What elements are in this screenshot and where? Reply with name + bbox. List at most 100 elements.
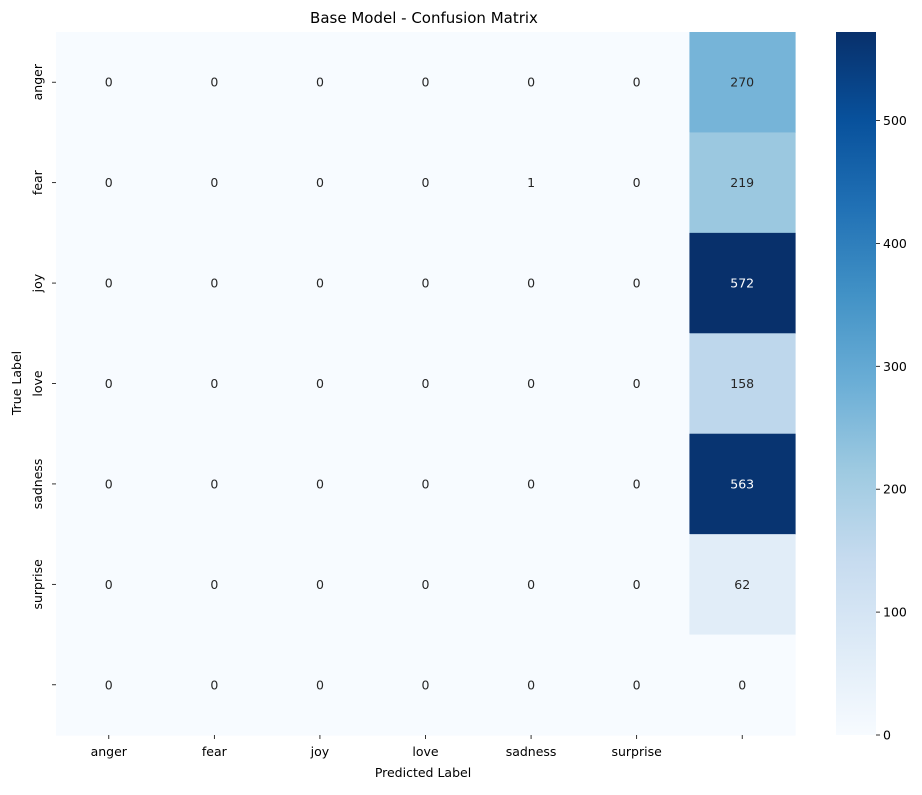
cell-value-label: 0 xyxy=(527,376,535,391)
heatmap-cell xyxy=(689,333,796,435)
cell-value-label: 1 xyxy=(527,175,535,190)
cell-value-label: 572 xyxy=(730,276,754,291)
cell-value-label: 0 xyxy=(527,476,535,491)
x-tick-label: love xyxy=(412,744,439,759)
heatmap-cell xyxy=(267,534,374,636)
heatmap-cell xyxy=(478,634,585,736)
cell-value-label: 0 xyxy=(633,476,641,491)
heatmap-cell xyxy=(161,132,268,234)
heatmap-cell xyxy=(689,534,796,636)
heatmap-cell-labels: 0 0 0 0 0 0 270 0 0 0 0 1 0 219 0 0 0 0 0 0 572 0 0 0 0 0 0 158 0 0 0 0… xyxy=(105,75,754,693)
colorbar-tick-label: 200 xyxy=(883,482,907,497)
y-tick-label: joy xyxy=(30,273,45,293)
cell-value-label: 0 xyxy=(633,175,641,190)
heatmap-cell xyxy=(478,132,585,234)
colorbar-tick-label: 100 xyxy=(883,605,907,620)
heatmap-cell xyxy=(161,232,268,334)
cell-value-label: 0 xyxy=(210,476,218,491)
cell-value-label: 219 xyxy=(730,175,754,190)
cell-value-label: 0 xyxy=(210,677,218,692)
x-tick-label: surprise xyxy=(611,744,662,759)
cell-value-label: 0 xyxy=(316,376,324,391)
cell-value-label: 0 xyxy=(210,376,218,391)
cell-value-label: 0 xyxy=(105,677,113,692)
heatmap-cell xyxy=(583,232,691,334)
cell-value-label: 0 xyxy=(527,577,535,592)
y-tick-label: love xyxy=(30,370,45,397)
heatmap-cell xyxy=(56,333,163,435)
heatmap-cell xyxy=(267,634,374,736)
y-tick-label: fear xyxy=(30,169,45,195)
cell-value-label: 0 xyxy=(527,276,535,291)
heatmap-cell xyxy=(267,232,374,334)
heatmap-cell xyxy=(56,433,163,535)
chart-title: Base Model - Confusion Matrix xyxy=(310,9,538,27)
cell-value-label: 0 xyxy=(105,75,113,90)
cell-value-label: 0 xyxy=(633,75,641,90)
x-axis-label: Predicted Label xyxy=(375,765,471,780)
cell-value-label: 0 xyxy=(105,276,113,291)
heatmap-cell xyxy=(56,132,163,234)
heatmap-cell xyxy=(161,534,268,636)
cell-value-label: 0 xyxy=(210,75,218,90)
heatmap-cell xyxy=(267,433,374,535)
x-tick-label: joy xyxy=(310,744,330,759)
heatmap-cell xyxy=(372,32,479,134)
cell-value-label: 0 xyxy=(422,75,430,90)
cell-value-label: 0 xyxy=(105,476,113,491)
heatmap-cell xyxy=(478,32,585,134)
cell-value-label: 563 xyxy=(730,476,754,491)
heatmap-cell xyxy=(689,132,796,234)
cell-value-label: 0 xyxy=(422,677,430,692)
heatmap-cell xyxy=(161,634,268,736)
cell-value-label: 0 xyxy=(210,276,218,291)
colorbar-ticks: 0 100 200 300 400 500 xyxy=(876,113,907,743)
heatmap-cell xyxy=(583,333,691,435)
heatmap-cell xyxy=(372,634,479,736)
heatmap-cell xyxy=(161,32,268,134)
cell-value-label: 0 xyxy=(738,677,746,692)
heatmap-cells xyxy=(56,32,796,736)
cell-value-label: 0 xyxy=(316,476,324,491)
x-axis-ticks: anger fear joy love sadness surprise xyxy=(91,735,743,759)
heatmap-cell xyxy=(689,232,796,334)
cell-value-label: 0 xyxy=(210,577,218,592)
cell-value-label: 0 xyxy=(105,577,113,592)
cell-value-label: 0 xyxy=(105,376,113,391)
heatmap-cell xyxy=(689,634,796,736)
cell-value-label: 0 xyxy=(316,276,324,291)
heatmap-cell xyxy=(267,333,374,435)
heatmap-cell xyxy=(478,333,585,435)
cell-value-label: 0 xyxy=(105,175,113,190)
x-tick-label: fear xyxy=(202,744,228,759)
y-tick-label: anger xyxy=(30,63,45,100)
heatmap-cell xyxy=(161,333,268,435)
heatmap-cell xyxy=(56,634,163,736)
y-axis-ticks: anger fear joy love sadness surprise xyxy=(30,63,56,686)
cell-value-label: 0 xyxy=(422,376,430,391)
cell-value-label: 0 xyxy=(316,75,324,90)
y-tick-label: sadness xyxy=(30,459,45,510)
cell-value-label: 0 xyxy=(316,677,324,692)
heatmap-cell xyxy=(56,232,163,334)
heatmap-cell xyxy=(478,534,585,636)
heatmap-cell xyxy=(583,534,691,636)
cell-value-label: 62 xyxy=(734,577,750,592)
x-tick-label: anger xyxy=(91,744,128,759)
heatmap-cell xyxy=(583,32,691,134)
cell-value-label: 158 xyxy=(730,376,754,391)
cell-value-label: 0 xyxy=(633,677,641,692)
colorbar-tick-label: 0 xyxy=(883,728,891,743)
cell-value-label: 0 xyxy=(210,175,218,190)
cell-value-label: 0 xyxy=(422,577,430,592)
heatmap-cell xyxy=(583,433,691,535)
cell-value-label: 0 xyxy=(527,677,535,692)
heatmap-cell xyxy=(56,32,163,134)
y-axis-label: True Label xyxy=(9,351,24,416)
cell-value-label: 0 xyxy=(422,476,430,491)
cell-value-label: 0 xyxy=(633,577,641,592)
x-tick-label: sadness xyxy=(506,744,557,759)
heatmap-cell xyxy=(372,534,479,636)
